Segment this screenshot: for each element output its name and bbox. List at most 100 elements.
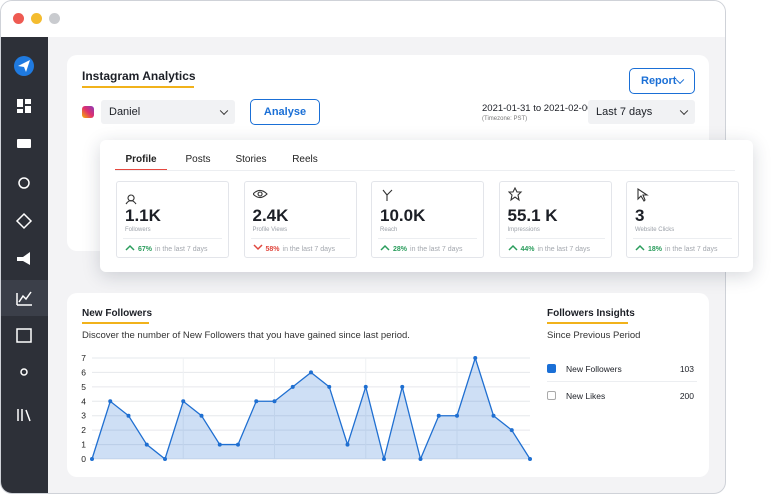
- period-select[interactable]: Last 7 days: [588, 100, 695, 124]
- library-icon[interactable]: [17, 409, 31, 422]
- data-point: [236, 442, 240, 447]
- data-point: [418, 457, 423, 461]
- chart-title-underline: [82, 322, 149, 324]
- area-fill: [92, 358, 530, 459]
- metric-change: 58% in the last 7 days: [252, 244, 336, 253]
- dashboard-icon[interactable]: [25, 99, 31, 104]
- metric-label: Reach: [380, 227, 398, 233]
- y-tick-label: 7: [81, 353, 86, 363]
- data-point: [199, 413, 204, 418]
- y-tick-label: 5: [81, 382, 86, 392]
- metric-icon: [507, 187, 522, 202]
- change-percent: 18%: [648, 246, 663, 253]
- metric-label: Followers: [125, 227, 151, 233]
- insights-underline: [547, 322, 628, 324]
- data-point: [254, 399, 259, 404]
- checkbox[interactable]: [547, 391, 556, 400]
- change-note: in the last 7 days: [410, 246, 463, 253]
- metric-card: 55.1 K Impressions 44% in the last 7 days: [498, 181, 612, 258]
- metric-label: Profile Views: [252, 227, 288, 233]
- analyse-button[interactable]: Analyse: [250, 99, 320, 125]
- data-point: [345, 442, 350, 447]
- checkbox[interactable]: [547, 364, 556, 373]
- period-label: Last 7 days: [596, 106, 653, 118]
- dashboard-icon[interactable]: [17, 109, 23, 113]
- metric-card: 2.4K Profile Views 58% in the last 7 days: [243, 181, 357, 258]
- change-percent: 58%: [265, 246, 280, 253]
- insight-name: New Followers: [566, 364, 622, 374]
- chart: 0 1 2 3 4 5 6 7: [81, 353, 532, 464]
- metric-value: 10.0K: [380, 206, 426, 225]
- metric-icon: [125, 194, 137, 205]
- insight-divider: [547, 381, 697, 382]
- trend-arrow: [125, 244, 135, 251]
- metric-change: 18% in the last 7 days: [635, 244, 718, 253]
- instagram-icon: [82, 106, 94, 118]
- data-point: [363, 384, 368, 389]
- tab[interactable]: Posts: [185, 154, 211, 165]
- trend-arrow: [380, 244, 390, 251]
- change-percent: 28%: [393, 246, 408, 253]
- date-range: 2021-01-31 to 2021-02-06: [482, 103, 593, 114]
- analytics-icon[interactable]: [16, 291, 32, 306]
- minimize-dot[interactable]: [31, 13, 42, 24]
- data-point: [217, 442, 222, 447]
- metric-divider: [378, 238, 477, 239]
- followers-card: New Followers Discover the number of New…: [67, 293, 709, 477]
- metric-icon: [382, 189, 393, 201]
- data-point: [144, 442, 149, 447]
- dashboard-icon[interactable]: [17, 99, 23, 107]
- metric-icon: [252, 189, 268, 199]
- sidebar-icons: [1, 56, 48, 422]
- zoom-dot[interactable]: [49, 13, 60, 24]
- trend-arrow: [635, 244, 645, 251]
- logo-mark: [18, 60, 30, 72]
- data-point: [436, 413, 441, 418]
- metric-label: Impressions: [507, 227, 540, 233]
- data-point: [290, 384, 295, 389]
- dashboard-icon[interactable]: [25, 106, 31, 113]
- metrics-panel: Profile Posts Stories Reels 1.1K Followers 67…: [100, 140, 753, 272]
- insight-value: 200: [679, 391, 694, 401]
- data-point: [382, 457, 386, 461]
- move-icon[interactable]: [15, 212, 33, 230]
- team-icon[interactable]: [20, 368, 28, 376]
- close-dot[interactable]: [13, 13, 24, 24]
- download-icon[interactable]: [16, 328, 32, 343]
- change-note: in the last 7 days: [537, 246, 591, 253]
- tab[interactable]: Stories: [235, 154, 267, 165]
- data-point: [473, 356, 478, 360]
- metric-value: 1.1K: [125, 206, 161, 225]
- data-point: [528, 457, 532, 461]
- metric-change: 44% in the last 7 days: [507, 244, 591, 253]
- y-tick-label: 2: [81, 425, 86, 435]
- tab[interactable]: Reels: [292, 154, 318, 165]
- analyse-label: Analyse: [263, 106, 307, 118]
- report-button[interactable]: Report: [629, 68, 695, 94]
- metric-value: 3: [635, 206, 645, 225]
- title-underline: [82, 86, 194, 88]
- change-note: in the last 7 days: [282, 246, 336, 253]
- metric-value: 55.1 K: [507, 206, 558, 225]
- metric-divider: [633, 238, 732, 239]
- trend-arrow: [507, 244, 518, 251]
- insights-title: Followers Insights: [547, 308, 635, 319]
- page-title: Instagram Analytics: [82, 69, 196, 83]
- account-select[interactable]: Daniel: [101, 100, 235, 124]
- messages-icon[interactable]: [17, 139, 31, 148]
- metric-divider: [123, 238, 222, 239]
- metric-change: 28% in the last 7 days: [380, 244, 463, 253]
- change-note: in the last 7 days: [155, 246, 208, 253]
- insight-name: New Likes: [566, 391, 606, 401]
- trend-arrow: [252, 244, 263, 251]
- title-bar: [1, 1, 725, 37]
- timezone: (Timezone: PST): [482, 116, 528, 122]
- tab[interactable]: Profile: [125, 154, 157, 165]
- data-point: [272, 399, 277, 404]
- metric-card: 1.1K Followers 67% in the last 7 days: [116, 181, 229, 258]
- metric-change: 67% in the last 7 days: [125, 244, 208, 253]
- network-icon[interactable]: [18, 177, 30, 189]
- chart-subtitle: Discover the number of New Followers tha…: [82, 330, 410, 341]
- data-point: [108, 399, 113, 404]
- campaign-icon[interactable]: [17, 252, 30, 265]
